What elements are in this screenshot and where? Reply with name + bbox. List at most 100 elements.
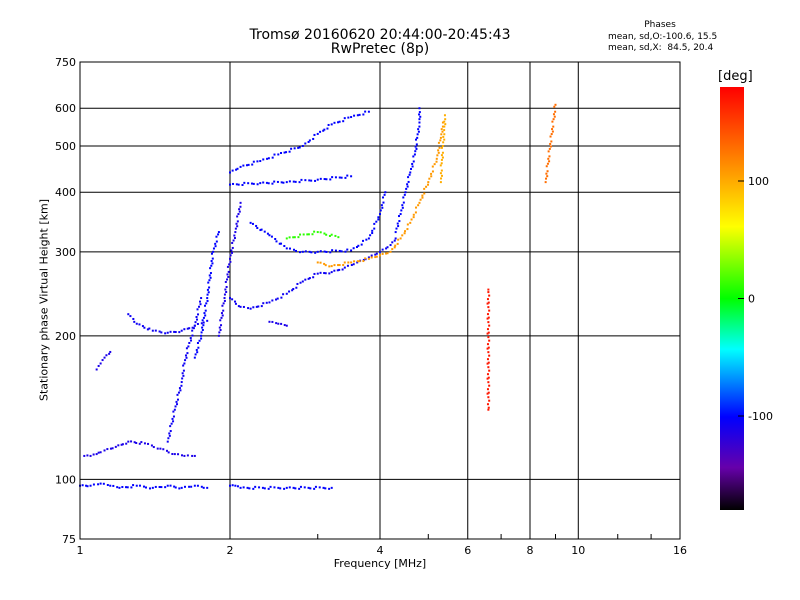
echo-point	[554, 110, 557, 113]
echo-point	[95, 453, 98, 456]
echo-point	[412, 213, 415, 216]
echo-point	[382, 201, 385, 204]
echo-point	[400, 209, 403, 212]
echo-point	[280, 322, 283, 325]
echo-point	[401, 204, 404, 207]
echo-point	[423, 187, 426, 190]
y-tick-label: 600	[55, 102, 76, 115]
echo-point	[228, 263, 231, 266]
echo-point	[99, 482, 102, 485]
echo-point	[246, 486, 249, 489]
echo-point	[274, 237, 277, 240]
echo-point	[444, 118, 447, 121]
echo-point	[256, 183, 259, 186]
echo-point	[196, 341, 199, 344]
echo-point	[364, 110, 367, 113]
echo-point	[365, 238, 368, 241]
echo-point	[341, 268, 344, 271]
echo-point	[441, 151, 444, 154]
echo-point	[127, 313, 130, 316]
echo-point	[308, 139, 311, 142]
echo-point	[236, 220, 239, 223]
echo-point	[206, 486, 209, 489]
echo-point	[316, 272, 319, 275]
echo-point	[373, 222, 376, 225]
echo-point	[442, 135, 445, 138]
echo-point	[416, 133, 419, 136]
echo-point	[182, 364, 185, 367]
echo-point	[304, 250, 307, 253]
echo-point	[256, 160, 259, 163]
echo-point	[239, 165, 242, 168]
echo-point	[328, 487, 331, 490]
echo-point	[340, 176, 343, 179]
echo-point	[277, 153, 280, 156]
echo-point	[173, 485, 176, 488]
echo-point	[230, 251, 233, 254]
echo-point	[191, 454, 194, 457]
echo-point	[226, 273, 229, 276]
echo-point	[298, 146, 301, 149]
echo-point	[92, 483, 95, 486]
echo-point	[328, 272, 331, 275]
echo-point	[346, 248, 349, 251]
echo-point	[130, 440, 133, 443]
axis-ticks: 1 2 4 6 8 10 16 75 100 200 300 400 500 600 750	[55, 56, 687, 557]
echo-point	[418, 201, 421, 204]
echo-point	[267, 182, 270, 185]
echo-point	[239, 486, 242, 489]
echo-point	[414, 145, 417, 148]
echo-point	[545, 165, 548, 168]
echo-point	[236, 225, 239, 228]
echo-point	[547, 157, 550, 160]
echo-point	[229, 254, 232, 257]
echo-point	[177, 453, 180, 456]
echo-point	[375, 220, 378, 223]
echo-point	[236, 167, 239, 170]
echo-point	[290, 147, 293, 150]
echo-point	[295, 286, 298, 289]
echo-point	[487, 391, 490, 394]
echo-point	[300, 178, 303, 181]
echo-point	[203, 304, 206, 307]
echo-point	[234, 231, 237, 234]
echo-point	[171, 417, 174, 420]
echo-point	[544, 181, 547, 184]
echo-point	[337, 236, 340, 239]
echo-point	[224, 288, 227, 291]
echo-point	[200, 331, 203, 334]
echo-point	[362, 258, 365, 261]
echo-point	[419, 115, 422, 118]
echo-point	[367, 257, 370, 260]
echo-point	[380, 204, 383, 207]
echo-point	[416, 136, 419, 139]
echo-point	[441, 130, 444, 133]
echo-point	[487, 291, 490, 294]
echo-point	[294, 249, 297, 252]
colorbar-tick-label: 0	[748, 293, 755, 306]
echo-point	[176, 398, 179, 401]
echo-point	[265, 301, 268, 304]
echo-point	[187, 345, 190, 348]
echo-point	[391, 241, 394, 244]
echo-point	[196, 318, 199, 321]
echo-point	[301, 280, 304, 283]
echo-point	[262, 302, 265, 305]
echo-point	[200, 322, 203, 325]
echo-point	[257, 305, 260, 308]
echo-point	[181, 377, 184, 380]
echo-point	[105, 354, 108, 357]
echo-point	[252, 160, 255, 163]
echo-point	[553, 105, 556, 108]
echo-point	[217, 334, 220, 337]
echo-point	[353, 114, 356, 117]
echo-point	[268, 301, 271, 304]
echo-point	[235, 183, 238, 186]
echo-point	[383, 193, 386, 196]
echo-point	[414, 150, 417, 153]
echo-point	[421, 194, 424, 197]
echo-point	[109, 447, 112, 450]
echo-point	[193, 454, 196, 457]
echo-point	[262, 158, 265, 161]
echo-point	[314, 179, 317, 182]
